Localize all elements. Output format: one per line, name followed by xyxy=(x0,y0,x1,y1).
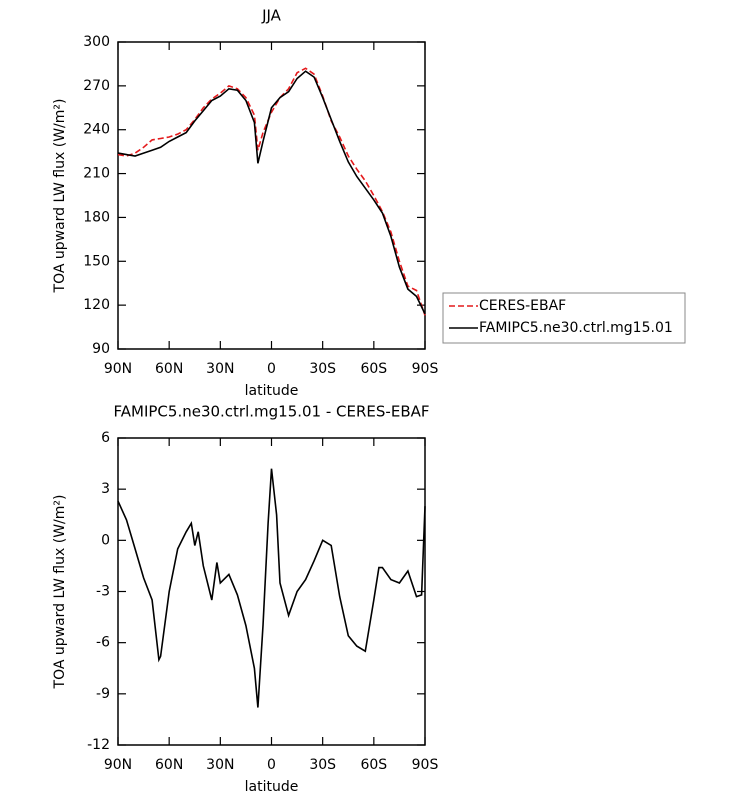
x-tick-label: 60S xyxy=(360,757,387,773)
x-tick-label: 60N xyxy=(155,757,183,773)
y-tick-label: 150 xyxy=(83,253,110,269)
y-tick-label: 0 xyxy=(101,532,110,548)
x-axis-label: latitude xyxy=(245,383,299,399)
y-tick-label: 300 xyxy=(83,34,110,50)
chart-title: JJA xyxy=(261,7,282,25)
y-tick-label: -6 xyxy=(96,635,110,651)
x-tick-label: 60S xyxy=(360,361,387,377)
y-tick-label: 90 xyxy=(92,341,110,357)
y-tick-label: -12 xyxy=(87,737,110,753)
x-tick-label: 90N xyxy=(104,757,132,773)
plot-frame xyxy=(117,437,426,746)
x-tick-label: 30S xyxy=(309,757,336,773)
x-axis-label: latitude xyxy=(245,779,299,795)
legend: CERES-EBAF FAMIPC5.ne30.ctrl.mg15.01 xyxy=(442,292,686,344)
legend-label: FAMIPC5.ne30.ctrl.mg15.01 xyxy=(479,320,673,336)
x-tick-label: 30S xyxy=(309,361,336,377)
x-tick-label: 90N xyxy=(104,361,132,377)
y-tick-label: 120 xyxy=(83,297,110,313)
y-tick-label: 240 xyxy=(83,122,110,138)
y-tick-label: -9 xyxy=(96,686,110,702)
data-line xyxy=(117,70,426,315)
plot-frame xyxy=(117,41,426,350)
x-tick-label: 30N xyxy=(206,361,234,377)
y-tick-label: 210 xyxy=(83,166,110,182)
y-tick-label: -3 xyxy=(96,584,110,600)
y-axis-label: TOA upward LW flux (W/m²) xyxy=(52,495,68,690)
chart-title: FAMIPC5.ne30.ctrl.mg15.01 - CERES-EBAF xyxy=(114,403,430,421)
x-tick-label: 30N xyxy=(206,757,234,773)
y-tick-label: 3 xyxy=(101,481,110,497)
x-tick-label: 60N xyxy=(155,361,183,377)
data-line xyxy=(117,468,426,708)
data-line xyxy=(117,67,426,316)
y-tick-label: 270 xyxy=(83,78,110,94)
x-tick-label: 90S xyxy=(412,361,439,377)
legend-label: CERES-EBAF xyxy=(479,298,566,314)
y-tick-label: 180 xyxy=(83,209,110,225)
x-tick-label: 0 xyxy=(267,757,276,773)
x-tick-label: 0 xyxy=(267,361,276,377)
x-tick-label: 90S xyxy=(412,757,439,773)
legend-box xyxy=(442,292,686,344)
y-axis-label: TOA upward LW flux (W/m²) xyxy=(52,99,68,294)
y-tick-label: 6 xyxy=(101,430,110,446)
